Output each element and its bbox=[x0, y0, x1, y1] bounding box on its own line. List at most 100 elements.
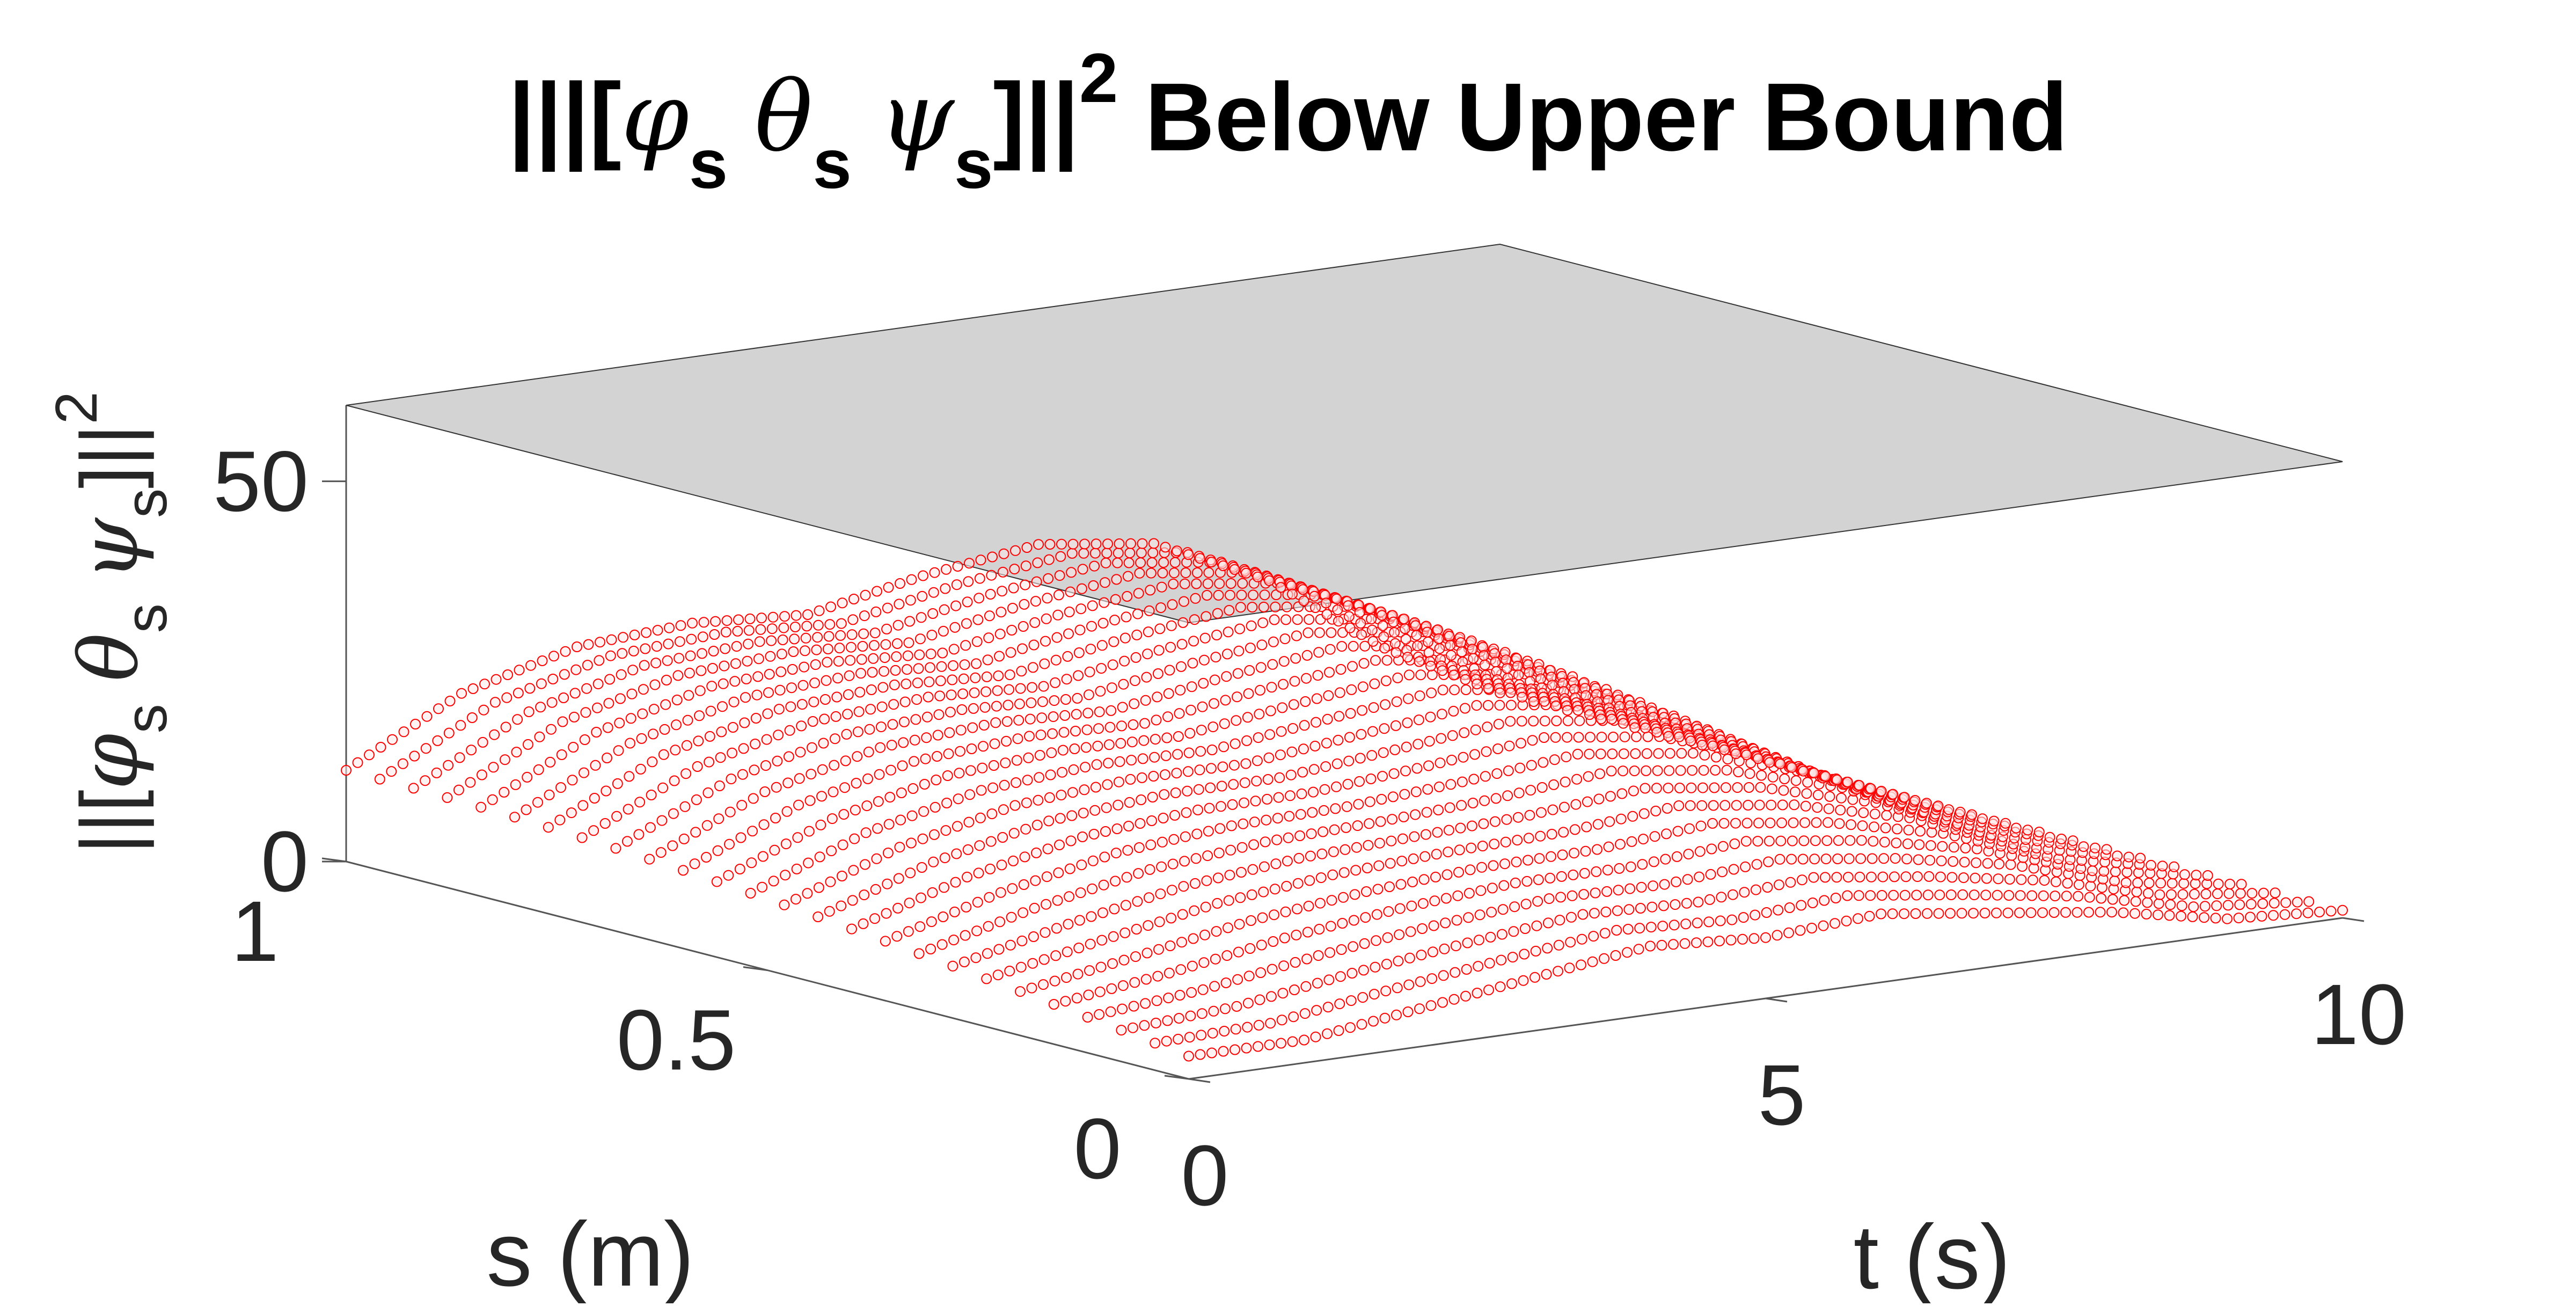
surface-marker bbox=[1354, 607, 1365, 618]
surface-marker bbox=[1888, 889, 1899, 901]
surface-marker bbox=[2056, 834, 2067, 844]
surface-marker bbox=[1425, 660, 1436, 672]
surface-marker bbox=[1000, 757, 1011, 769]
surface-marker bbox=[657, 782, 669, 793]
surface-marker bbox=[364, 749, 375, 761]
surface-marker bbox=[1956, 908, 1967, 919]
surface-marker bbox=[1083, 689, 1094, 701]
surface-marker bbox=[944, 727, 955, 738]
surface-marker bbox=[1186, 987, 1197, 998]
surface-marker bbox=[1087, 855, 1099, 866]
surface-marker bbox=[1592, 819, 1604, 830]
surface-marker bbox=[1750, 909, 1761, 921]
surface-marker bbox=[1041, 899, 1052, 910]
surface-marker bbox=[1361, 886, 1372, 897]
surface-marker bbox=[1439, 943, 1450, 954]
surface-marker bbox=[1767, 771, 1779, 783]
surface-marker bbox=[2256, 910, 2267, 922]
surface-marker bbox=[1287, 588, 1298, 600]
surface-marker bbox=[1433, 633, 1444, 644]
surface-marker bbox=[559, 669, 570, 680]
surface-marker bbox=[1099, 577, 1110, 588]
surface-marker bbox=[1285, 769, 1297, 780]
surface-marker bbox=[1606, 765, 1617, 777]
surface-marker bbox=[1776, 817, 1787, 828]
surface-marker bbox=[1443, 825, 1454, 836]
surface-marker bbox=[1337, 918, 1348, 929]
surface-marker bbox=[1297, 767, 1308, 778]
surface-marker bbox=[1348, 941, 1359, 952]
surface-marker bbox=[543, 822, 554, 833]
surface-marker bbox=[1922, 908, 1933, 919]
surface-marker bbox=[1052, 609, 1064, 621]
surface-marker bbox=[1369, 678, 1380, 689]
surface-marker bbox=[829, 760, 840, 771]
surface-marker bbox=[1496, 954, 1507, 966]
surface-marker bbox=[1296, 788, 1307, 799]
surface-marker bbox=[1461, 964, 1472, 975]
surface-marker bbox=[1444, 631, 1455, 642]
surface-marker bbox=[871, 853, 882, 864]
surface-marker bbox=[1043, 815, 1055, 827]
surface-marker bbox=[568, 711, 580, 723]
surface-marker bbox=[1924, 855, 1936, 866]
surface-marker bbox=[1236, 589, 1247, 601]
surface-marker bbox=[1180, 567, 1191, 579]
surface-marker bbox=[1214, 823, 1226, 834]
surface-marker bbox=[1489, 816, 1501, 827]
surface-marker bbox=[1519, 949, 1530, 960]
surface-marker bbox=[916, 612, 927, 623]
surface-marker bbox=[1726, 914, 1738, 925]
surface-marker bbox=[547, 674, 559, 684]
surface-marker bbox=[1001, 735, 1012, 747]
surface-marker bbox=[1344, 732, 1355, 743]
surface-marker bbox=[1267, 659, 1278, 670]
surface-marker bbox=[975, 554, 986, 566]
surface-marker bbox=[1097, 907, 1108, 918]
surface-marker bbox=[1033, 794, 1044, 806]
surface-marker bbox=[877, 682, 889, 693]
surface-marker bbox=[1491, 768, 1503, 779]
surface-marker bbox=[1185, 1010, 1196, 1022]
surface-marker bbox=[1308, 764, 1320, 775]
surface-marker bbox=[914, 649, 925, 660]
surface-marker bbox=[1982, 858, 1993, 869]
surface-marker bbox=[1399, 623, 1410, 634]
surface-marker bbox=[788, 646, 799, 657]
surface-marker bbox=[1256, 939, 1267, 951]
surface-marker bbox=[1488, 860, 1499, 871]
surface-marker bbox=[2084, 892, 2095, 903]
surface-marker bbox=[1458, 752, 1469, 763]
surface-marker bbox=[663, 638, 674, 650]
surface-marker bbox=[1255, 967, 1267, 978]
surface-marker bbox=[882, 848, 894, 858]
surface-marker bbox=[768, 875, 779, 887]
surface-marker bbox=[1379, 723, 1390, 734]
surface-marker bbox=[1674, 783, 1685, 793]
surface-marker bbox=[1253, 1041, 1263, 1052]
surface-marker bbox=[1391, 647, 1402, 658]
surface-marker bbox=[1107, 958, 1118, 969]
surface-marker bbox=[1565, 911, 1577, 923]
surface-marker bbox=[1570, 799, 1582, 810]
surface-marker bbox=[1487, 882, 1498, 894]
surface-marker bbox=[1268, 636, 1279, 647]
surface-marker bbox=[1517, 691, 1528, 703]
surface-marker bbox=[810, 659, 821, 670]
surface-marker bbox=[1122, 845, 1133, 856]
surface-marker bbox=[962, 871, 972, 882]
surface-marker bbox=[1073, 670, 1084, 681]
surface-marker bbox=[742, 655, 753, 667]
surface-marker bbox=[988, 760, 999, 771]
surface-marker bbox=[854, 687, 866, 698]
surface-marker bbox=[783, 751, 794, 762]
surface-marker bbox=[2176, 910, 2186, 922]
surface-marker bbox=[1810, 835, 1821, 847]
surface-marker bbox=[949, 622, 961, 633]
surface-marker bbox=[2083, 907, 2094, 918]
surface-marker bbox=[1945, 908, 1956, 919]
surface-marker bbox=[1641, 765, 1652, 776]
surface-marker bbox=[1603, 841, 1614, 852]
surface-marker bbox=[909, 756, 919, 767]
surface-marker bbox=[1869, 808, 1880, 820]
